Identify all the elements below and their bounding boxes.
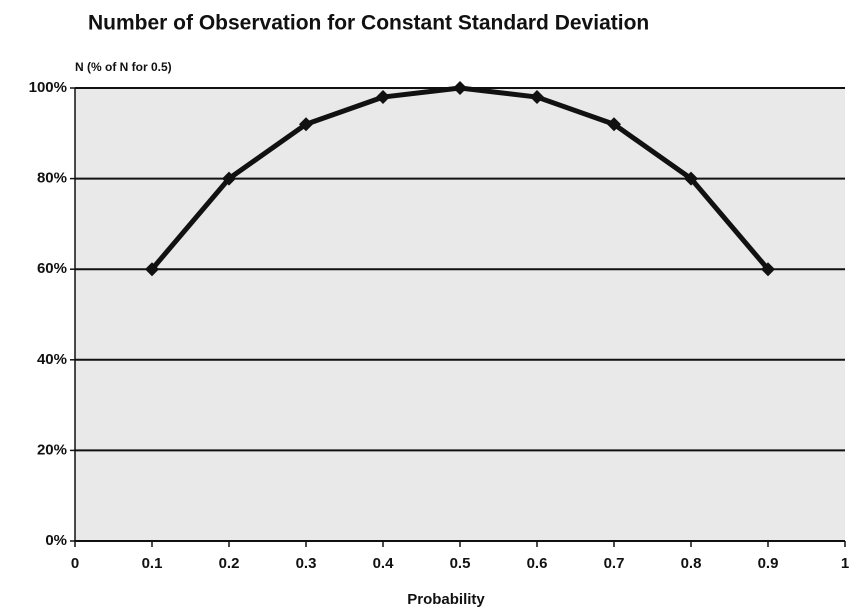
x-tick-label: 0.6 (527, 555, 548, 572)
x-tick-label: 0.8 (681, 555, 702, 572)
x-tick-label: 0 (71, 555, 79, 572)
plot-area (75, 88, 845, 541)
marker (761, 262, 775, 277)
x-tick-label: 0.4 (373, 555, 395, 572)
x-tick-label: 0.7 (604, 555, 625, 572)
y-tick-label: 40% (37, 351, 67, 368)
y-tick-label: 80% (37, 170, 67, 187)
marker (376, 90, 390, 105)
x-tick-label: 0.5 (450, 555, 471, 572)
x-tick-label: 1 (841, 555, 849, 572)
marker (222, 171, 236, 186)
marker (145, 262, 159, 277)
y-tick-label: 60% (37, 260, 67, 277)
x-tick-label: 0.1 (142, 555, 163, 572)
y-axis-label: N (% of N for 0.5) (75, 60, 172, 74)
chart-title: Number of Observation for Constant Stand… (88, 12, 649, 35)
x-tick-label: 0.2 (219, 555, 240, 572)
x-axis-label: Probability (407, 591, 485, 608)
marker (299, 117, 313, 132)
marker (453, 81, 467, 95)
x-tick-label: 0.3 (296, 555, 317, 572)
y-tick-label: 0% (45, 532, 67, 549)
y-tick-label: 20% (37, 441, 67, 458)
x-tick-label: 0.9 (758, 555, 779, 572)
y-tick-label: 100% (29, 79, 67, 96)
marker (607, 117, 621, 132)
marker (530, 90, 544, 105)
marker (684, 171, 698, 186)
